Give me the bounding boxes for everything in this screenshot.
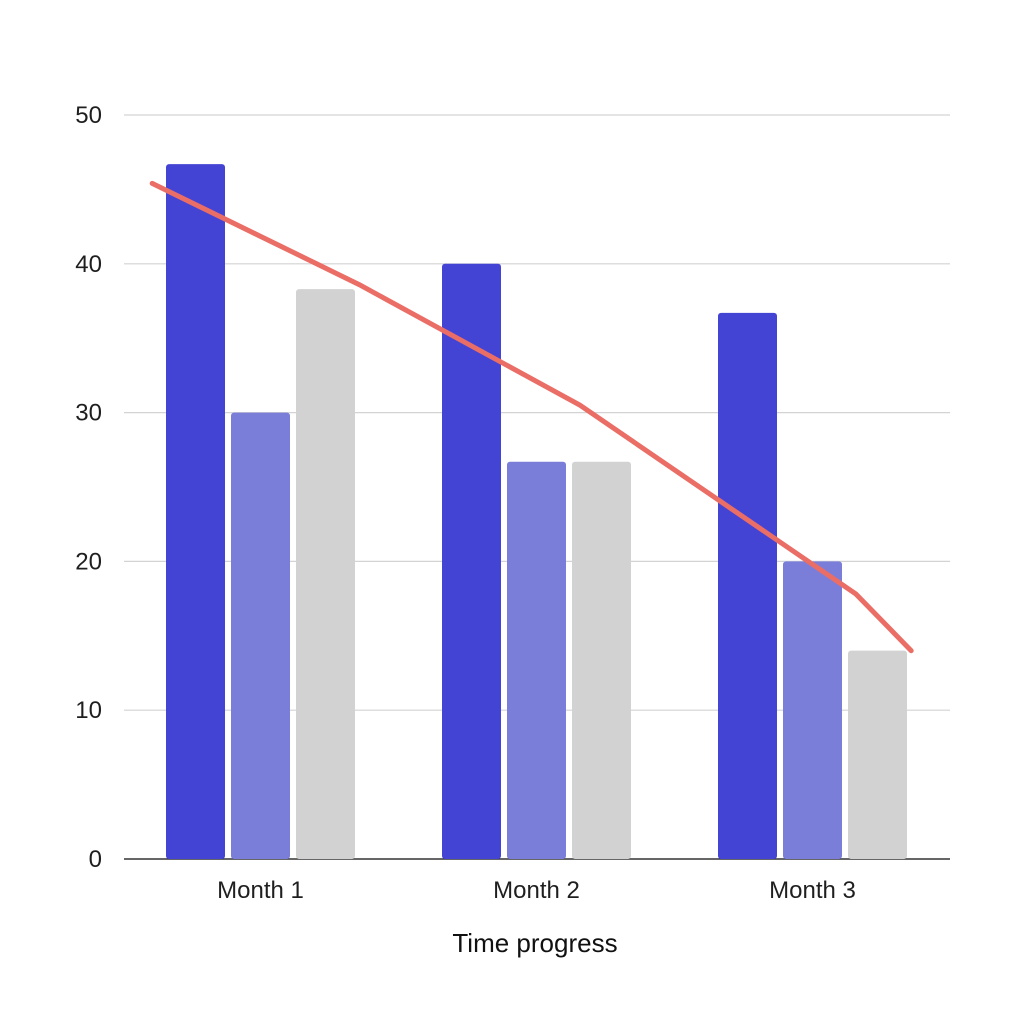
trend-line: [149, 180, 914, 654]
bar: [231, 412, 290, 859]
bar: [718, 312, 777, 859]
y-tick-label: 30: [75, 400, 102, 427]
bar: [572, 461, 631, 859]
y-tick-label: 40: [75, 251, 102, 278]
bar: [783, 561, 842, 859]
bar: [848, 650, 907, 859]
bar: [442, 263, 501, 859]
y-tick-label: 20: [75, 548, 102, 575]
y-tick-label: 50: [75, 102, 102, 129]
bars: [166, 164, 907, 859]
x-axis-title: Time progress: [452, 928, 617, 958]
x-tick-label: Month 2: [493, 877, 580, 904]
y-axis-ticks: 0 10 20 30 40 50: [75, 102, 102, 873]
y-tick-label: 10: [75, 697, 102, 724]
y-tick-label: 0: [89, 846, 102, 873]
bar: [507, 461, 566, 859]
x-tick-label: Month 1: [217, 877, 304, 904]
bar: [166, 164, 225, 859]
x-tick-label: Month 3: [769, 877, 856, 904]
bar: [296, 289, 355, 859]
x-axis-ticks: Month 1 Month 2 Month 3: [217, 877, 856, 904]
trend-line-layer: [149, 180, 914, 654]
